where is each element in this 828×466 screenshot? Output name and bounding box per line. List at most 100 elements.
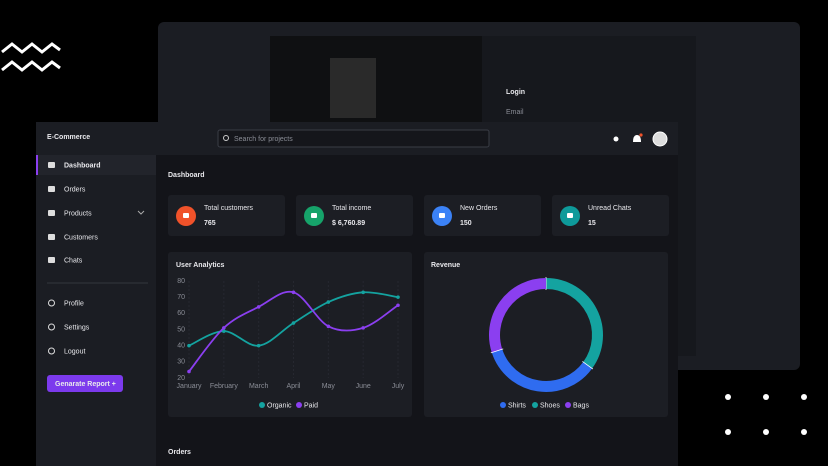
donut-segment bbox=[491, 349, 593, 392]
legend-label: Shirts bbox=[508, 402, 526, 409]
report-button[interactable] bbox=[47, 375, 123, 392]
notification-dot bbox=[639, 133, 643, 137]
orders-title: Orders bbox=[168, 449, 191, 456]
point bbox=[187, 343, 191, 348]
stat-value: 15 bbox=[588, 220, 596, 227]
menu-icon bbox=[48, 210, 55, 216]
menu-item[interactable]: Customers bbox=[64, 234, 98, 241]
menu-item[interactable]: Orders bbox=[64, 186, 86, 193]
legend-swatch bbox=[532, 402, 538, 408]
menu-icon bbox=[48, 234, 55, 240]
stat-card bbox=[168, 195, 285, 236]
menu-item[interactable]: Settings bbox=[64, 324, 90, 331]
menu-icon bbox=[48, 323, 55, 331]
y-tick-label: 50 bbox=[177, 326, 185, 333]
analytics-card bbox=[168, 252, 412, 417]
legend-label: Organic bbox=[267, 402, 292, 409]
search-placeholder: Search for projects bbox=[234, 136, 293, 143]
legend-label: Shoes bbox=[540, 402, 560, 409]
menu-icon bbox=[48, 162, 55, 168]
y-tick-label: 20 bbox=[177, 375, 185, 382]
stat-icon-glyph bbox=[183, 213, 189, 218]
search-box[interactable] bbox=[217, 129, 490, 148]
stat-icon-glyph bbox=[311, 213, 317, 218]
menu-icon bbox=[48, 186, 55, 192]
x-tick-label: May bbox=[322, 383, 336, 390]
donut-segment bbox=[545, 278, 603, 369]
legend-swatch bbox=[500, 402, 506, 408]
legend-swatch bbox=[259, 402, 265, 408]
stat-label: Total customers bbox=[204, 205, 254, 212]
menu-item[interactable]: Profile bbox=[64, 300, 84, 307]
y-tick-label: 60 bbox=[177, 310, 185, 317]
y-tick-label: 40 bbox=[177, 343, 185, 350]
dots bbox=[725, 394, 807, 435]
menu-item[interactable]: Products bbox=[64, 210, 92, 217]
segment-separator bbox=[582, 361, 594, 370]
donut-segment bbox=[489, 278, 547, 353]
active-indicator bbox=[36, 155, 38, 175]
stat-value: $ 6,760.89 bbox=[332, 220, 365, 227]
menu-item[interactable]: Logout bbox=[64, 348, 85, 355]
point bbox=[256, 305, 261, 309]
point bbox=[222, 326, 226, 330]
point bbox=[361, 290, 365, 295]
point bbox=[187, 369, 191, 374]
stat-card bbox=[552, 195, 669, 236]
menu-icon bbox=[48, 299, 55, 307]
stat-icon-glyph bbox=[439, 213, 445, 218]
stat-label: Total income bbox=[332, 205, 371, 212]
legend-swatch bbox=[565, 402, 571, 408]
y-tick-label: 30 bbox=[177, 359, 185, 366]
legend-swatch bbox=[296, 402, 302, 408]
notifications[interactable] bbox=[633, 135, 641, 142]
theme-toggle[interactable] bbox=[613, 136, 619, 142]
y-tick-label: 80 bbox=[177, 278, 185, 285]
x-tick-label: April bbox=[286, 383, 300, 390]
login-image-detail bbox=[330, 58, 376, 118]
stat-label: New Orders bbox=[460, 205, 498, 212]
sidebar bbox=[36, 155, 156, 466]
y-tick-label: 70 bbox=[177, 294, 185, 301]
revenue-title: Revenue bbox=[431, 262, 460, 269]
stat-icon-glyph bbox=[567, 213, 573, 218]
legend-label: Bags bbox=[573, 402, 589, 409]
stat-card bbox=[424, 195, 541, 236]
x-tick-label: February bbox=[210, 383, 239, 390]
analytics-title: User Analytics bbox=[176, 262, 224, 269]
legend-label: Paid bbox=[304, 402, 318, 409]
point bbox=[361, 326, 365, 330]
point bbox=[396, 295, 400, 299]
active-item-bg bbox=[36, 155, 156, 175]
point bbox=[291, 321, 296, 325]
page-title: Dashboard bbox=[168, 172, 205, 179]
logo-zigzag bbox=[1, 60, 61, 72]
email-label: Email bbox=[506, 109, 524, 116]
point bbox=[256, 343, 261, 348]
point bbox=[222, 329, 226, 333]
stat-label: Unread Chats bbox=[588, 205, 632, 212]
login-title: Login bbox=[506, 89, 525, 96]
menu-icon bbox=[48, 257, 55, 263]
logo-zigzag bbox=[1, 42, 61, 54]
menu-item[interactable]: Chats bbox=[64, 257, 83, 264]
point bbox=[326, 324, 331, 329]
stat-card bbox=[296, 195, 413, 236]
revenue-card bbox=[424, 252, 668, 417]
point bbox=[291, 290, 296, 295]
menu-item[interactable]: Dashboard bbox=[64, 162, 101, 169]
x-tick-label: January bbox=[177, 383, 202, 390]
report-button-label: Genarate Report + bbox=[55, 381, 116, 388]
point bbox=[326, 300, 331, 304]
brand: E-Commerce bbox=[47, 134, 90, 141]
chevron bbox=[137, 210, 145, 215]
avatar[interactable] bbox=[652, 131, 668, 147]
search-icon bbox=[223, 135, 229, 141]
x-tick-label: June bbox=[356, 383, 371, 390]
menu-icon bbox=[48, 347, 55, 355]
x-tick-label: March bbox=[249, 383, 269, 390]
segment-separator bbox=[490, 348, 504, 354]
stat-value: 765 bbox=[204, 220, 216, 227]
x-tick-label: July bbox=[392, 383, 405, 390]
